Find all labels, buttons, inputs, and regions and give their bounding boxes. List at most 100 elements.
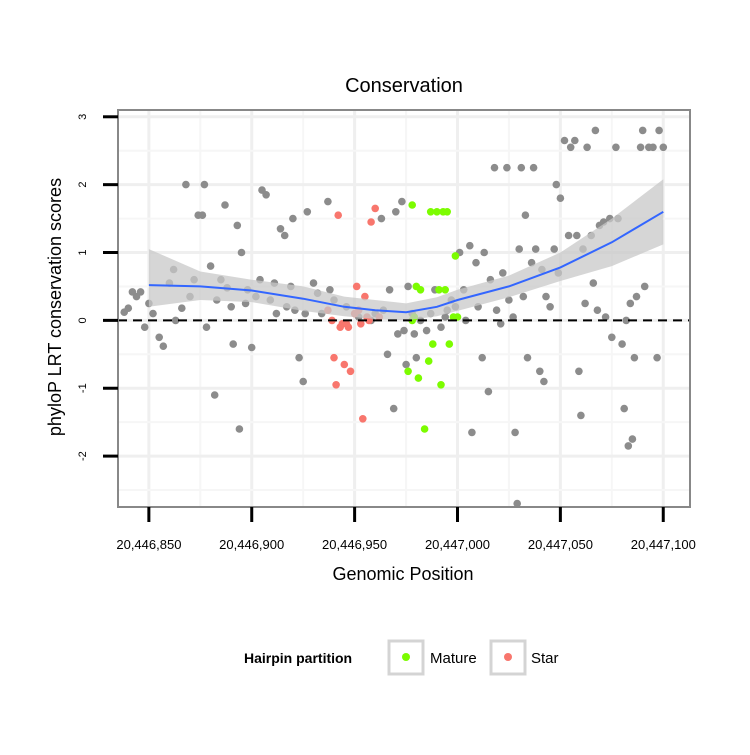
x-tick-label: 20,447,000 (425, 537, 490, 552)
data-point-other (573, 231, 581, 240)
data-point-other (295, 353, 303, 362)
data-point-other (496, 320, 505, 328)
legend-item-star: Star (489, 639, 559, 676)
data-point-other (389, 404, 398, 413)
data-point-other (542, 292, 550, 301)
data-point-star (352, 282, 361, 291)
confidence-band (148, 179, 664, 321)
data-point-other (653, 353, 661, 362)
data-point-other (301, 309, 310, 318)
data-point-other (519, 292, 528, 301)
data-point-other (626, 299, 635, 308)
data-point-other (299, 377, 308, 386)
data-point-mature (404, 367, 412, 376)
data-point-other (620, 404, 628, 413)
data-point-mature (408, 201, 417, 209)
data-point-other (577, 411, 585, 420)
data-point-mature (453, 313, 462, 321)
data-point-other (392, 208, 400, 216)
data-point-star (344, 323, 353, 332)
data-point-other (571, 136, 579, 145)
data-point-star (359, 415, 367, 423)
data-point-other (466, 241, 474, 250)
data-point-other (521, 211, 530, 219)
data-point-other (262, 191, 270, 199)
data-point-other (289, 214, 297, 223)
y-tick-label: 0 (77, 317, 89, 323)
data-point-other (624, 442, 633, 450)
data-point-other (480, 248, 489, 257)
data-point-other (402, 360, 410, 369)
data-point-other (303, 208, 312, 216)
data-point-other (505, 296, 513, 304)
data-point-other (410, 330, 419, 338)
data-point-other (499, 269, 507, 277)
data-point-other (233, 221, 242, 230)
data-point-other (309, 279, 318, 287)
data-point-other (400, 326, 408, 335)
data-point-star (334, 211, 343, 219)
data-point-other (221, 201, 229, 209)
data-point-other (560, 136, 569, 145)
data-point-mature (416, 286, 425, 294)
data-point-other (235, 425, 244, 433)
data-point-other (377, 214, 386, 223)
data-point-other (550, 245, 558, 253)
data-point-star (357, 320, 365, 328)
data-point-other (326, 286, 334, 294)
data-point-other (155, 333, 163, 342)
data-point-other (581, 299, 589, 308)
x-tick-label: 20,446,850 (116, 537, 181, 552)
data-point-star (361, 292, 369, 301)
data-point-other (210, 391, 219, 399)
data-point-mature (441, 286, 450, 294)
data-point-other (437, 323, 445, 332)
data-point-other (178, 304, 186, 313)
data-point-other (149, 309, 157, 318)
data-point-other (383, 350, 392, 359)
data-point-other (575, 367, 583, 376)
data-point-other (182, 180, 190, 189)
legend-label-mature: Mature (430, 650, 477, 667)
data-point-other (589, 279, 598, 287)
data-point-other (441, 313, 450, 321)
data-point-mature (437, 381, 445, 389)
data-point-other (412, 353, 421, 362)
y-tick-label: -1 (77, 383, 89, 393)
data-point-mature (429, 340, 437, 348)
data-point-other (140, 323, 149, 332)
data-point-other (630, 353, 639, 362)
x-tick-label: 20,446,950 (322, 537, 387, 552)
legend-swatch-star (504, 653, 512, 661)
data-point-other (655, 126, 663, 135)
data-point-other (159, 342, 168, 351)
plot-panel-border (117, 109, 691, 508)
data-point-other (398, 197, 406, 206)
y-axis-label: phyloP LRT conservation scores (45, 178, 65, 436)
data-point-other (632, 292, 641, 301)
legend: Hairpin partition Mature Star (244, 639, 559, 676)
data-point-other (515, 245, 523, 253)
y-tick-label: -2 (77, 451, 89, 461)
data-point-other (612, 143, 620, 152)
data-point-mature (424, 357, 433, 365)
data-point-mature (445, 340, 454, 348)
data-point-other (422, 326, 431, 335)
data-point-mature (443, 208, 452, 216)
x-axis-label: Genomic Position (332, 564, 473, 584)
data-point-other (227, 303, 235, 311)
x-axis: 20,446,850 20,446,900 20,446,950 20,447,000… (116, 507, 696, 552)
data-point-other (608, 333, 616, 342)
data-point-other (490, 163, 499, 172)
data-point-other (404, 282, 412, 291)
x-tick-label: 20,447,050 (528, 537, 593, 552)
x-tick-label: 20,447,100 (631, 537, 696, 552)
data-point-star (346, 367, 355, 376)
data-point-other (593, 306, 602, 315)
grid-lines (118, 110, 690, 507)
y-tick-label: 2 (77, 182, 89, 188)
data-point-other (546, 303, 554, 311)
